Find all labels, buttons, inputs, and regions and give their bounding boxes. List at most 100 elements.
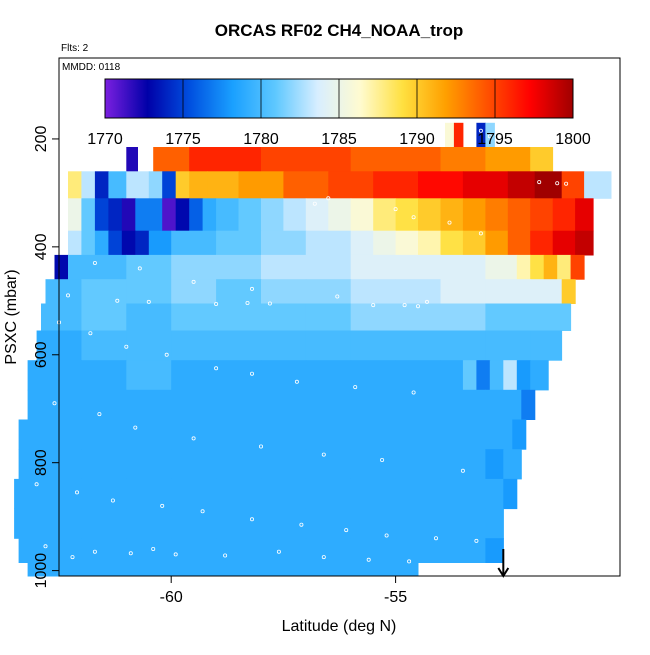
sample-point	[249, 286, 254, 291]
heatmap-cell	[584, 171, 612, 199]
sample-point	[276, 549, 281, 554]
sample-point	[344, 528, 349, 533]
heatmap-cell	[216, 279, 262, 304]
heatmap-cell	[305, 419, 352, 450]
heatmap-cell	[485, 419, 513, 450]
sample-point	[200, 509, 205, 514]
heatmap-cell	[350, 254, 397, 280]
heatmap-cell	[68, 171, 82, 199]
heatmap-cell	[148, 171, 163, 199]
y-axis-label: PSXC (mbar)	[3, 269, 20, 364]
y-tick-label: 200	[33, 125, 50, 152]
colorbar-tick-label: 1800	[555, 131, 591, 148]
sample-point	[124, 344, 129, 349]
sample-point	[353, 385, 358, 390]
heatmap-cell	[81, 171, 96, 199]
heatmap-cell	[175, 198, 190, 232]
heatmap-cell	[440, 330, 486, 361]
sample-point	[128, 551, 133, 556]
heatmap-cell	[126, 389, 172, 420]
sample-point	[294, 379, 299, 384]
heatmap-cell	[485, 147, 531, 172]
heatmap-cell	[261, 303, 307, 331]
heatmap-cell	[561, 279, 576, 304]
heatmap-cell	[395, 330, 441, 361]
heatmap-cell	[283, 198, 307, 232]
heatmap-cell	[485, 508, 504, 539]
sample-point	[133, 425, 138, 430]
sample-point	[173, 552, 178, 557]
colorbar: 1770 1775 1780 1785 1790 1795 1800	[87, 78, 591, 148]
heatmap-cell	[418, 171, 464, 199]
heatmap-cell	[485, 198, 509, 232]
heatmap-cell	[395, 360, 441, 391]
heatmap-cell	[261, 254, 307, 280]
heatmap-cell	[171, 419, 217, 450]
heatmap-cell	[171, 389, 217, 420]
heatmap-cell	[305, 303, 352, 331]
heatmap-cell	[305, 478, 352, 510]
heatmap-cell	[81, 449, 127, 480]
heatmap-cell	[476, 360, 491, 391]
heatmap-cell	[261, 360, 307, 391]
heatmap-cell	[395, 562, 419, 577]
heatmap-cell	[395, 538, 441, 563]
heatmap-cell	[395, 254, 441, 280]
sample-point	[380, 457, 385, 462]
heatmap-cell	[81, 198, 96, 232]
colorbar-tick-label: 1780	[243, 131, 279, 148]
heatmap-cell	[68, 198, 82, 232]
heatmap-cell	[489, 360, 504, 391]
heatmap-cell	[418, 198, 441, 232]
sample-point	[299, 522, 304, 527]
heatmap-cell	[207, 171, 239, 199]
heatmap-cell	[126, 360, 172, 391]
sample-point	[70, 555, 75, 560]
heatmap-cell	[445, 122, 455, 148]
heatmap-cell	[216, 562, 262, 577]
heatmap-cell	[171, 478, 217, 510]
heatmap-cell	[395, 389, 441, 420]
heatmap-cell	[530, 360, 549, 391]
heatmap-cell	[507, 171, 536, 199]
sample-point	[110, 498, 115, 503]
date-annotation: MMDD: 0118	[62, 62, 121, 73]
heatmap-cell	[261, 330, 307, 361]
heatmap-cell	[54, 254, 69, 280]
heatmap-cell	[261, 538, 307, 563]
heatmap-cell	[305, 230, 352, 256]
heatmap-cell	[126, 171, 150, 199]
heatmap-cell	[305, 389, 352, 420]
sample-point	[335, 294, 340, 299]
heatmap-cell	[121, 198, 136, 232]
heatmap-cell	[485, 478, 504, 510]
sample-point	[433, 536, 438, 541]
heatmap-cell	[261, 508, 307, 539]
heatmap-cell	[305, 508, 352, 539]
heatmap-cell	[485, 303, 531, 331]
sample-point	[312, 201, 317, 206]
heatmap-cell	[462, 360, 477, 391]
heatmap-cell	[575, 230, 594, 256]
heatmap-cell	[202, 198, 217, 232]
heatmap-cell	[453, 122, 464, 148]
sample-point	[146, 299, 151, 304]
sample-point	[191, 279, 196, 284]
heatmap-cell	[81, 330, 127, 361]
heatmap-cell	[148, 230, 172, 256]
sample-point	[326, 196, 331, 201]
heatmap-cell	[121, 230, 136, 256]
colorbar-tick-label: 1775	[165, 131, 201, 148]
heatmap-cell	[516, 254, 531, 280]
heatmap-cell	[68, 230, 82, 256]
heatmap-cell	[507, 198, 531, 232]
heatmap-cell	[485, 389, 522, 420]
sample-point	[92, 260, 97, 265]
sample-point	[88, 331, 93, 336]
heatmap-cell	[530, 254, 545, 280]
heatmap-cell	[440, 478, 486, 510]
heatmap-cell	[189, 198, 204, 232]
chart-title: ORCAS RF02 CH4_NOAA_trop	[215, 21, 463, 40]
sample-point	[191, 436, 196, 441]
